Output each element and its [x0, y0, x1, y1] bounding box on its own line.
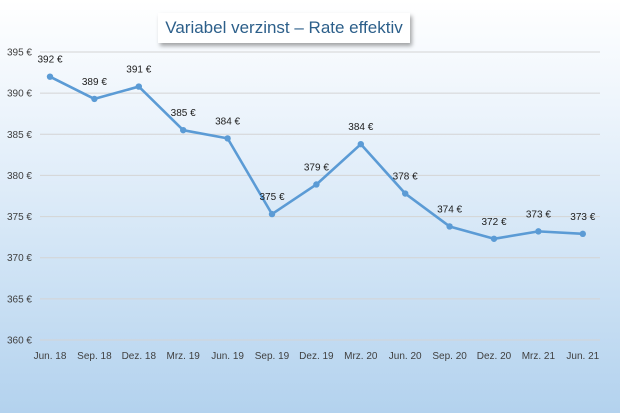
- data-label: 392 €: [37, 55, 62, 66]
- x-tick-label: Mrz. 20: [344, 351, 378, 362]
- data-label: 374 €: [437, 204, 462, 215]
- data-point: [579, 230, 586, 238]
- x-tick-label: Sep. 19: [255, 351, 290, 362]
- chart-title: Variabel verzinst – Rate effektiv: [158, 13, 410, 43]
- data-point: [91, 95, 98, 103]
- data-point: [180, 126, 187, 134]
- data-label: 373 €: [570, 212, 595, 223]
- x-tick-label: Jun. 18: [34, 351, 67, 362]
- data-label: 372 €: [481, 217, 506, 228]
- data-label: 375 €: [259, 192, 284, 203]
- y-tick-label: 390 €: [7, 89, 32, 100]
- x-tick-label: Sep. 18: [77, 351, 112, 362]
- data-point: [268, 210, 276, 218]
- y-tick-label: 395 €: [7, 48, 32, 59]
- data-point: [135, 83, 142, 90]
- y-tick-label: 385 €: [7, 130, 32, 141]
- data-label: 378 €: [393, 172, 418, 183]
- data-label: 384 €: [348, 122, 373, 133]
- data-label: 379 €: [304, 162, 329, 173]
- data-label: 391 €: [126, 65, 151, 76]
- x-tick-label: Sep. 20: [432, 351, 467, 362]
- x-tick-label: Jun. 20: [389, 351, 422, 362]
- y-tick-label: 380 €: [7, 171, 32, 182]
- x-tick-label: Dez. 20: [477, 351, 512, 362]
- series-line: [49, 75, 583, 241]
- data-point: [490, 235, 498, 242]
- data-point: [402, 190, 409, 197]
- data-label: 373 €: [526, 209, 551, 220]
- y-tick-label: 375 €: [7, 212, 32, 223]
- data-label: 385 €: [171, 108, 196, 119]
- x-tick-label: Dez. 19: [299, 351, 334, 362]
- data-point: [357, 140, 364, 148]
- data-point: [313, 181, 320, 188]
- x-tick-label: Mrz. 21: [522, 351, 556, 362]
- y-tick-label: 360 €: [7, 336, 32, 347]
- data-label: 389 €: [82, 77, 107, 88]
- x-tick-label: Jun. 21: [566, 351, 599, 362]
- data-label: 384 €: [215, 116, 240, 127]
- y-tick-label: 370 €: [7, 253, 32, 264]
- data-point: [535, 228, 542, 235]
- x-tick-label: Mrz. 19: [167, 351, 201, 362]
- x-tick-label: Jun. 19: [211, 351, 244, 362]
- data-point: [446, 223, 453, 230]
- y-tick-label: 365 €: [7, 294, 32, 305]
- data-point: [224, 135, 231, 142]
- x-tick-label: Dez. 18: [122, 351, 157, 362]
- data-point: [46, 73, 54, 80]
